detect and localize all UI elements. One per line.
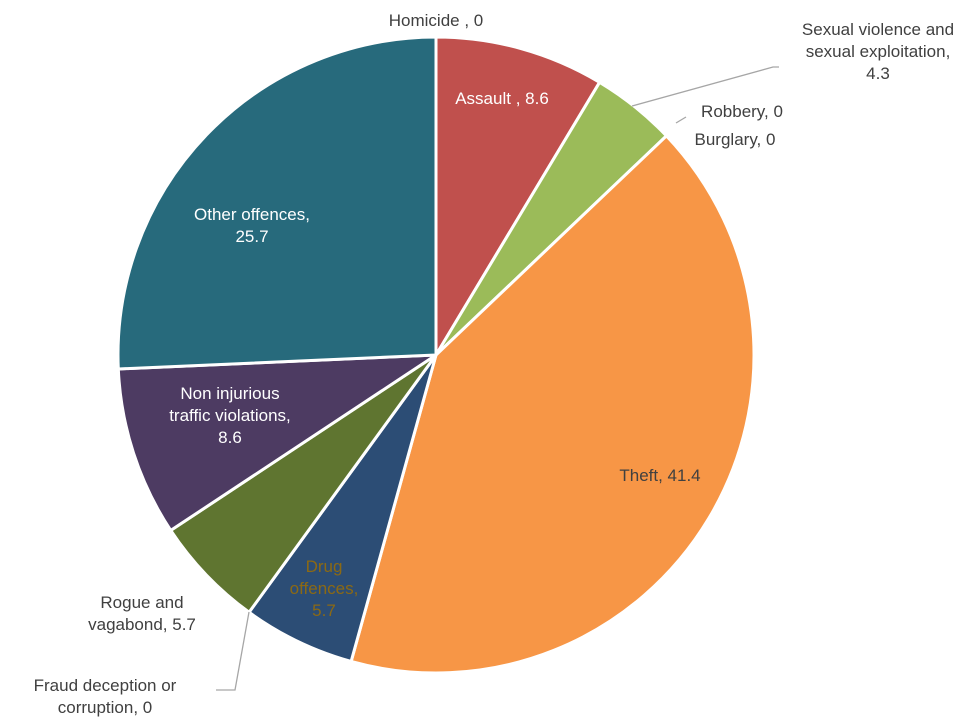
data-label-line: corruption, 0 xyxy=(58,698,153,717)
pie-slice-theft xyxy=(349,134,756,675)
pie-slice-non-injurious-traffic-violations xyxy=(116,353,438,532)
data-label-homicide: Homicide , 0 xyxy=(389,11,483,30)
data-label-line: offences, xyxy=(290,579,359,598)
leader-lines xyxy=(216,66,779,691)
leader-line-sexual-violence-and-sexual-exploitation xyxy=(631,66,779,107)
data-label-line: 8.6 xyxy=(218,428,242,447)
leader-line-fraud-deception-or-corruption xyxy=(216,611,250,691)
data-label-line: Other offences, xyxy=(194,205,310,224)
data-label-theft: Theft, 41.4 xyxy=(619,466,700,485)
data-label-line: Homicide , 0 xyxy=(389,11,483,30)
data-label-line: Robbery, 0 xyxy=(701,102,783,121)
data-label-line: Assault , 8.6 xyxy=(455,89,549,108)
pie-slice-other-offences xyxy=(116,35,438,371)
data-label-burglary: Burglary, 0 xyxy=(695,130,776,149)
data-label-robbery: Robbery, 0 xyxy=(701,102,783,121)
data-label-non-injurious-traffic-violations: Non injurious traffic violations, 8.6 xyxy=(169,384,291,447)
data-label-line: Drug xyxy=(306,557,343,576)
data-label-sexual-violence-and-sexual-exploitation: Sexual violence and sexual exploitation, 4… xyxy=(802,20,954,83)
data-label-drug-offences: Drug offences, 5.7 xyxy=(290,557,359,620)
data-label-line: traffic violations, xyxy=(169,406,291,425)
data-label-rogue-and-vagabond: Rogue and vagabond, 5.7 xyxy=(88,593,196,634)
data-label-fraud-deception-or-corruption: Fraud deception or corruption, 0 xyxy=(34,676,177,717)
data-label-line: 4.3 xyxy=(866,64,890,83)
data-label-line: Sexual violence and xyxy=(802,20,954,39)
data-label-line: Fraud deception or xyxy=(34,676,177,695)
data-labels: Homicide , 0 Assault , 8.6 Sexual violence… xyxy=(34,11,954,717)
pie-slices xyxy=(116,35,756,675)
data-label-line: Rogue and xyxy=(100,593,183,612)
data-label-line: Non injurious xyxy=(180,384,279,403)
data-label-line: 25.7 xyxy=(235,227,268,246)
data-label-line: vagabond, 5.7 xyxy=(88,615,196,634)
data-label-assault: Assault , 8.6 xyxy=(455,89,549,108)
data-label-line: Theft, 41.4 xyxy=(619,466,700,485)
data-label-line: Burglary, 0 xyxy=(695,130,776,149)
data-label-other-offences: Other offences, 25.7 xyxy=(194,205,310,246)
data-label-line: sexual exploitation, xyxy=(806,42,951,61)
pie-slice-assault xyxy=(434,35,602,357)
data-label-line: 5.7 xyxy=(312,601,336,620)
leader-line-robbery xyxy=(675,116,687,124)
